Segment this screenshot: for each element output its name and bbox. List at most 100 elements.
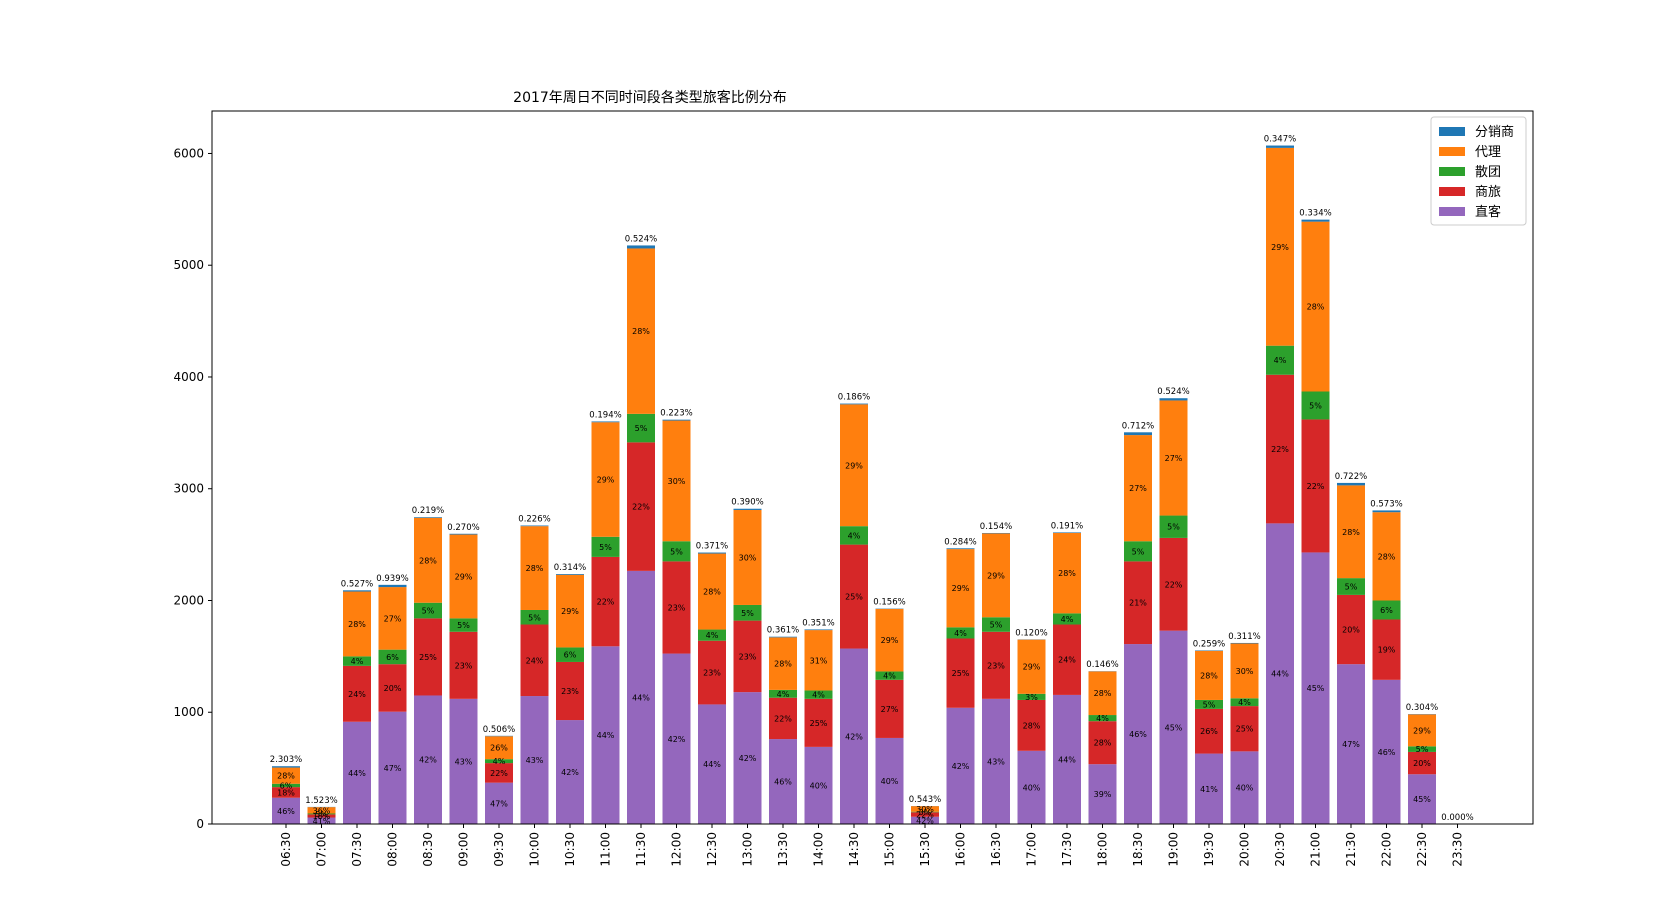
segment-label: 5% [1345,583,1358,592]
bar-top-label: 0.311% [1228,632,1260,642]
bar-segment [307,813,336,815]
segment-label: 5% [422,607,435,616]
bar-segment [946,548,975,550]
bar-segment [804,698,833,747]
segment-label: 30% [916,805,934,814]
bar-segment [272,766,300,768]
legend-label: 直客 [1475,204,1501,220]
x-tick-label: 16:30 [989,832,1003,867]
y-tick-label: 3000 [173,482,204,496]
y-tick-label: 4000 [173,370,204,384]
y-tick-label: 1000 [173,705,204,719]
bar-segment [1124,432,1152,436]
bar-segment [1159,537,1188,631]
x-tick-label: 10:00 [528,832,542,867]
bar-segment [1053,532,1081,614]
segment-label: 41% [313,817,331,826]
bar-segment [1408,774,1436,824]
bar-segment [520,696,549,824]
segment-label: 42% [739,754,757,763]
segment-label: 23% [987,661,1005,670]
segment-label: 42% [916,816,934,825]
segment-label: 28% [1342,528,1360,537]
segment-label: 30% [739,553,757,562]
segment-label: 29% [881,636,899,645]
segment-label: 44% [632,693,650,702]
segment-label: 28% [1094,689,1112,698]
bar-segment [449,534,478,619]
legend-label: 商旅 [1475,185,1501,200]
bar-segment [1053,624,1081,695]
bar-segment [343,721,371,824]
bar-segment [875,671,904,680]
bar-segment [1408,751,1436,775]
bar-top-label: 0.191% [1051,521,1083,531]
segment-label: 4% [954,629,967,638]
x-axis: 06:30 07:00 07:30 08:00 08:30 09:00 09:30 10:00… [279,824,1465,867]
plot-frame [211,110,1534,825]
segment-label: 21% [1129,599,1147,608]
legend-label: 散团 [1475,165,1501,180]
bar-segment [769,739,797,824]
bar-segment [520,526,549,610]
bar-segment [1195,753,1223,824]
segment-label: 27% [1165,454,1183,463]
bar-segment [485,763,513,783]
x-tick-label: 08:00 [386,832,400,867]
bar-segment [1266,145,1294,148]
legend-swatch [1439,147,1465,156]
bar-segment [343,591,371,657]
x-tick-label: 13:30 [776,832,790,867]
bar-segment [1053,694,1081,824]
bar-segment [378,587,407,650]
bar-top-label: 0.543% [909,795,941,805]
bar-top-label: 0.194% [589,410,621,420]
x-tick-label: 13:00 [741,832,755,867]
bar-segment [307,807,336,814]
bar-segment [272,797,300,824]
segment-label: 19% [1378,646,1396,655]
segment-label: 4% [706,631,719,640]
x-tick-label: 19:30 [1202,832,1216,867]
bar-segment [840,526,868,545]
legend-swatch [1439,187,1465,196]
bar-segment [911,812,939,817]
bar-segment [804,629,833,631]
bar-segment [272,767,300,784]
bar-segment [946,638,975,708]
bar-segment [1159,400,1188,516]
bar-segment [1195,650,1223,700]
bar-segment [769,697,797,740]
bar-segment [1088,764,1117,824]
segment-label: 30% [668,477,686,486]
bar-segment [1266,523,1294,824]
bar-top-label: 0.219% [412,506,444,516]
bar-segment [556,574,584,575]
bar-segment [627,570,655,824]
x-tick-label: 21:00 [1309,832,1323,867]
segment-label: 42% [668,735,686,744]
segment-label: 5% [990,621,1003,630]
bar-top-label: 0.524% [1157,387,1189,397]
segment-label: 5% [670,547,683,556]
bar-segment [1230,751,1259,824]
bar-segment [1337,664,1365,824]
bar-segment [733,620,762,693]
bar-segment [449,533,478,535]
segment-label: 28% [526,564,544,573]
bar-segment [556,661,584,721]
bar-segment [733,604,762,621]
segment-label: 29% [987,571,1005,580]
bar-top-label: 0.712% [1122,421,1154,431]
bar-segment [414,517,442,518]
x-tick-label: 21:30 [1344,832,1358,867]
segment-label: 44% [1271,670,1289,679]
bar-top-label: 0.120% [1015,628,1047,638]
segment-label: 29% [952,584,970,593]
bar-segment [1301,219,1330,222]
segment-label: 22% [1271,445,1289,454]
bar-top-label: 0.304% [1406,703,1438,713]
segment-label: 28% [1378,552,1396,561]
y-axis: 0 1000 2000 3000 4000 5000 6000 [173,146,212,831]
segment-label: 26% [1200,727,1218,736]
